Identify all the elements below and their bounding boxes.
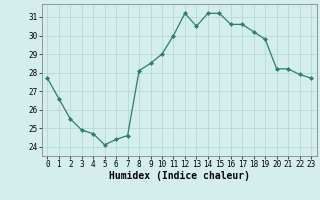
X-axis label: Humidex (Indice chaleur): Humidex (Indice chaleur) xyxy=(109,171,250,181)
